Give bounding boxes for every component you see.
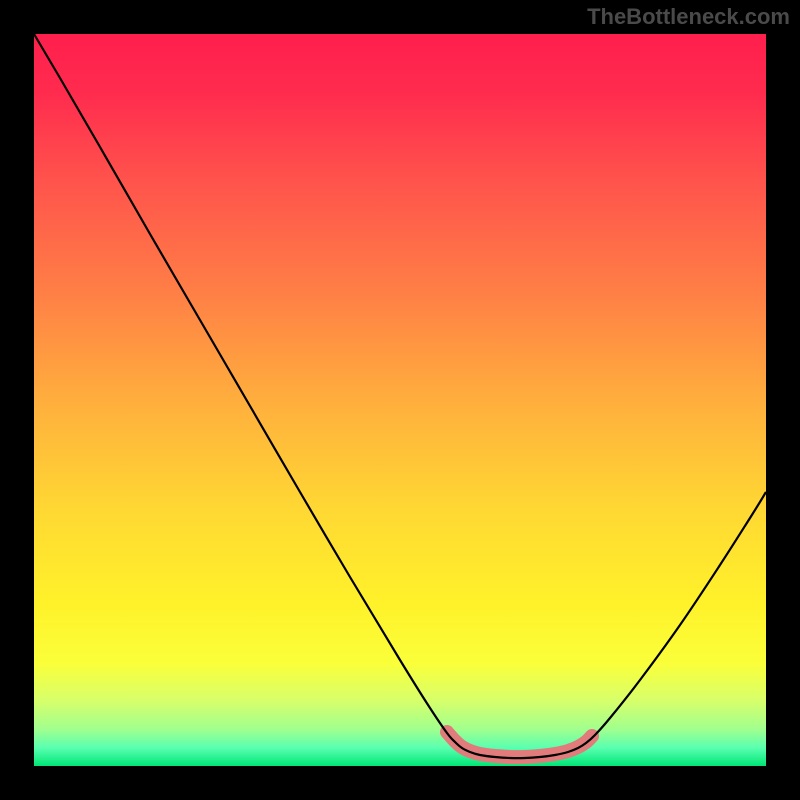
plot-background — [34, 34, 766, 766]
bottleneck-chart — [0, 0, 800, 800]
chart-container: TheBottleneck.com — [0, 0, 800, 800]
watermark-text: TheBottleneck.com — [587, 4, 790, 30]
